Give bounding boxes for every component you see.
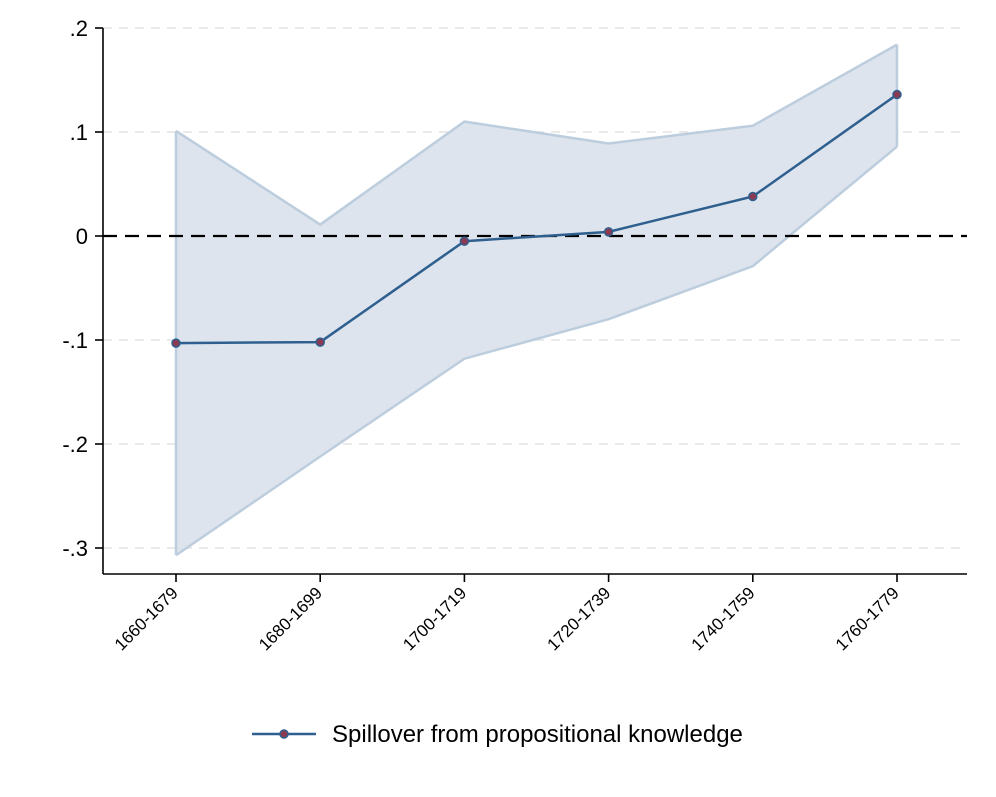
x-tick-label: 1740-1759 [688,583,759,654]
data-point [459,236,470,246]
legend-label: Spillover from propositional knowledge [332,721,743,748]
y-tick-label: 0 [76,224,88,249]
x-tick-label: 1680-1699 [255,583,326,654]
x-tick-label: 1760-1779 [832,583,903,654]
ci-lower-edge [175,145,898,557]
y-tick-labels: .2 .1 0 -.1 -.2 -.3 [62,16,88,561]
data-point [315,337,325,347]
y-tick-label: -.2 [62,432,88,457]
y-tick-label: -.3 [62,536,88,561]
axes [95,27,967,582]
data-point [748,191,758,202]
series-points [171,89,902,348]
y-tick-label: -.1 [62,328,88,353]
ci-upper-edge [175,43,898,227]
data-point [892,89,902,100]
data-point [171,338,181,348]
x-tick-labels: 1660-1679 1680-1699 1700-1719 1720-1739 1740… [111,583,903,654]
series-line-layer [175,93,898,345]
x-tick-label: 1720-1739 [543,583,614,654]
legend-marker-swatch [279,729,289,739]
x-tick-label: 1700-1719 [399,583,470,654]
x-tick-label: 1660-1679 [111,583,182,654]
series-line [175,93,898,345]
y-tick-label: .1 [70,120,88,145]
confidence-band [174,43,899,557]
legend: Spillover from propositional knowledge [252,721,743,748]
ci-area [176,44,897,556]
y-tick-label: .2 [70,16,88,41]
data-point [603,227,614,237]
